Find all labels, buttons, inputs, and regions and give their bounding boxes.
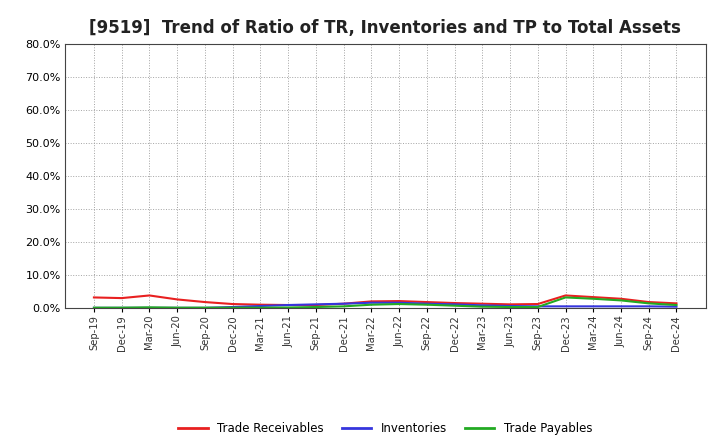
Title: [9519]  Trend of Ratio of TR, Inventories and TP to Total Assets: [9519] Trend of Ratio of TR, Inventories… xyxy=(89,19,681,37)
Legend: Trade Receivables, Inventories, Trade Payables: Trade Receivables, Inventories, Trade Pa… xyxy=(174,417,597,440)
